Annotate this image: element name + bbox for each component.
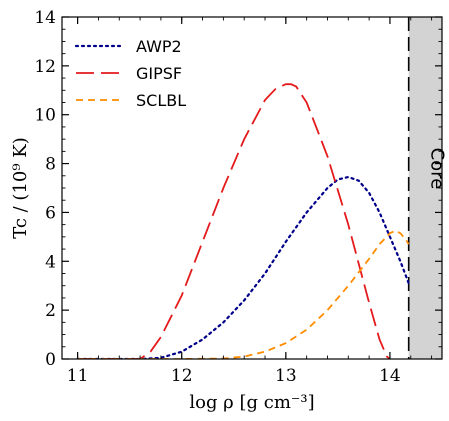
x-tick-label: 11 — [67, 366, 89, 386]
core-region — [408, 17, 442, 359]
plot-frame — [61, 16, 443, 360]
x-tick-label: 14 — [379, 366, 401, 386]
series-line-gipsf — [77, 83, 391, 359]
y-tick-label: 4 — [45, 252, 56, 272]
y-tick-label: 8 — [45, 155, 56, 175]
x-tick-label: 12 — [171, 366, 193, 386]
y-axis-label: Tc / (10⁹ K) — [10, 137, 31, 239]
y-tick-label: 12 — [34, 57, 56, 77]
y-tick-label: 2 — [45, 301, 56, 321]
x-axis-label: log ρ [g cm⁻³] — [189, 392, 314, 413]
legend: AWP2 GIPSF SCLBL — [74, 37, 186, 110]
x-tick-label: 13 — [275, 366, 297, 386]
legend-label-sclbl: SCLBL — [136, 91, 186, 110]
legend-label-awp2: AWP2 — [136, 37, 182, 56]
legend-label-gipsf: GIPSF — [136, 64, 182, 83]
core-label: Core — [426, 148, 447, 190]
y-tick-label: 14 — [34, 8, 56, 28]
series-line-sclbl — [77, 229, 410, 359]
series-line-awp2 — [76, 175, 410, 359]
y-tick-label: 6 — [45, 203, 56, 223]
y-tick-label: 0 — [45, 350, 56, 370]
y-tick-label: 10 — [34, 106, 56, 126]
